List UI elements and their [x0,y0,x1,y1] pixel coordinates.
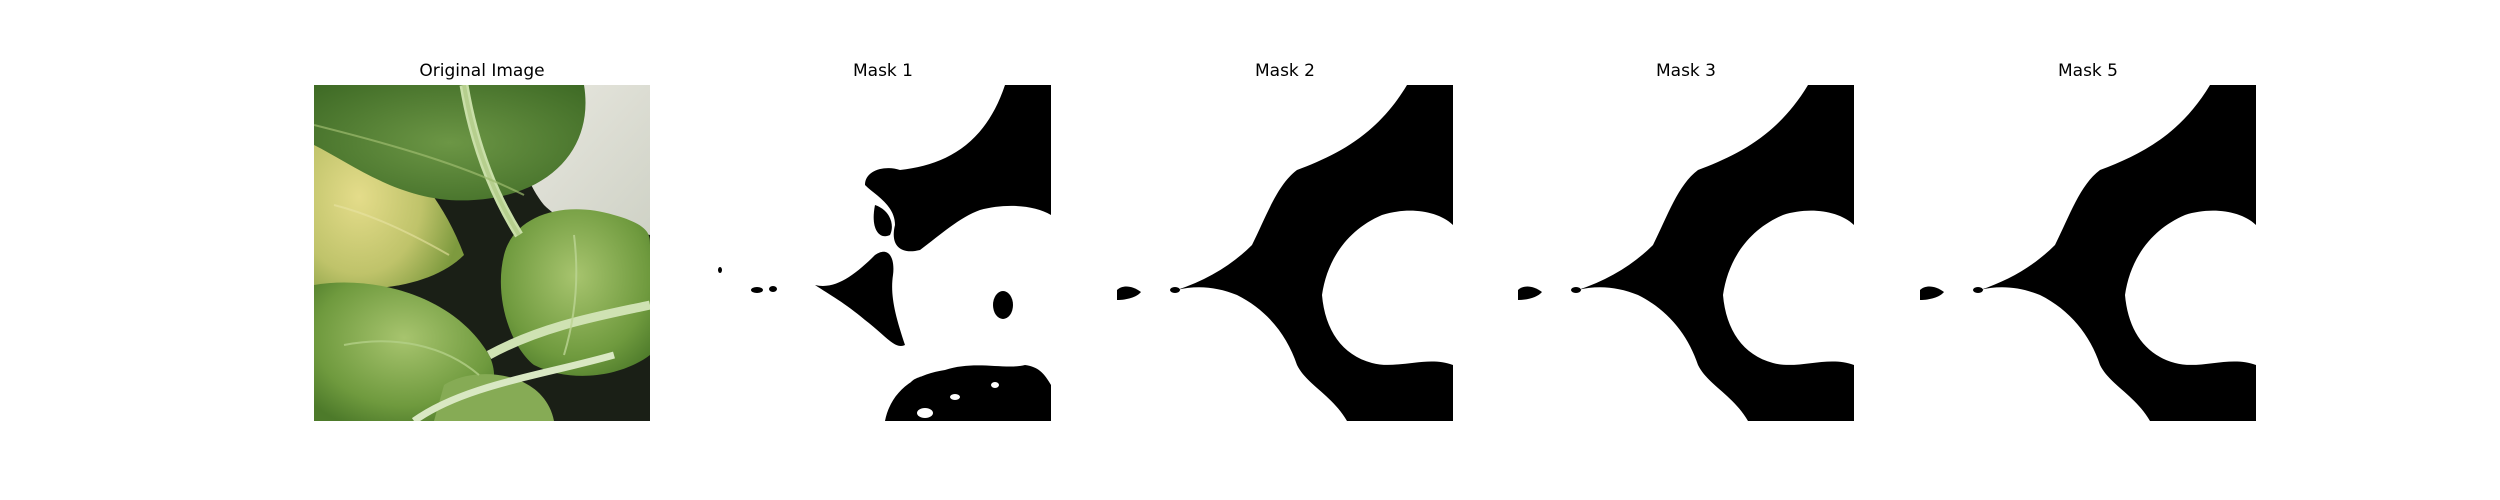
panel-title: Mask 2 [1254,61,1315,81]
panel-mask-3: Mask 3 [1518,0,1854,500]
original-image [314,85,650,421]
mask-image [715,85,1051,421]
mask-image [1117,85,1453,421]
mask-image [1920,85,2256,421]
panel-title: Original Image [419,61,545,81]
panel-title: Mask 1 [852,61,913,81]
mask-3-graphic [1518,85,1854,421]
panel-original-image: Original Image [314,0,650,500]
panel-mask-5: Mask 5 [1920,0,2256,500]
panel-mask-1: Mask 1 [715,0,1051,500]
panel-title: Mask 5 [2057,61,2118,81]
panel-title: Mask 3 [1655,61,1716,81]
mask-2-graphic [1117,85,1453,421]
mask-1-graphic [715,85,1051,421]
plant-photo [314,85,650,421]
mask-5-graphic [1920,85,2256,421]
panel-mask-2: Mask 2 [1117,0,1453,500]
mask-image [1518,85,1854,421]
